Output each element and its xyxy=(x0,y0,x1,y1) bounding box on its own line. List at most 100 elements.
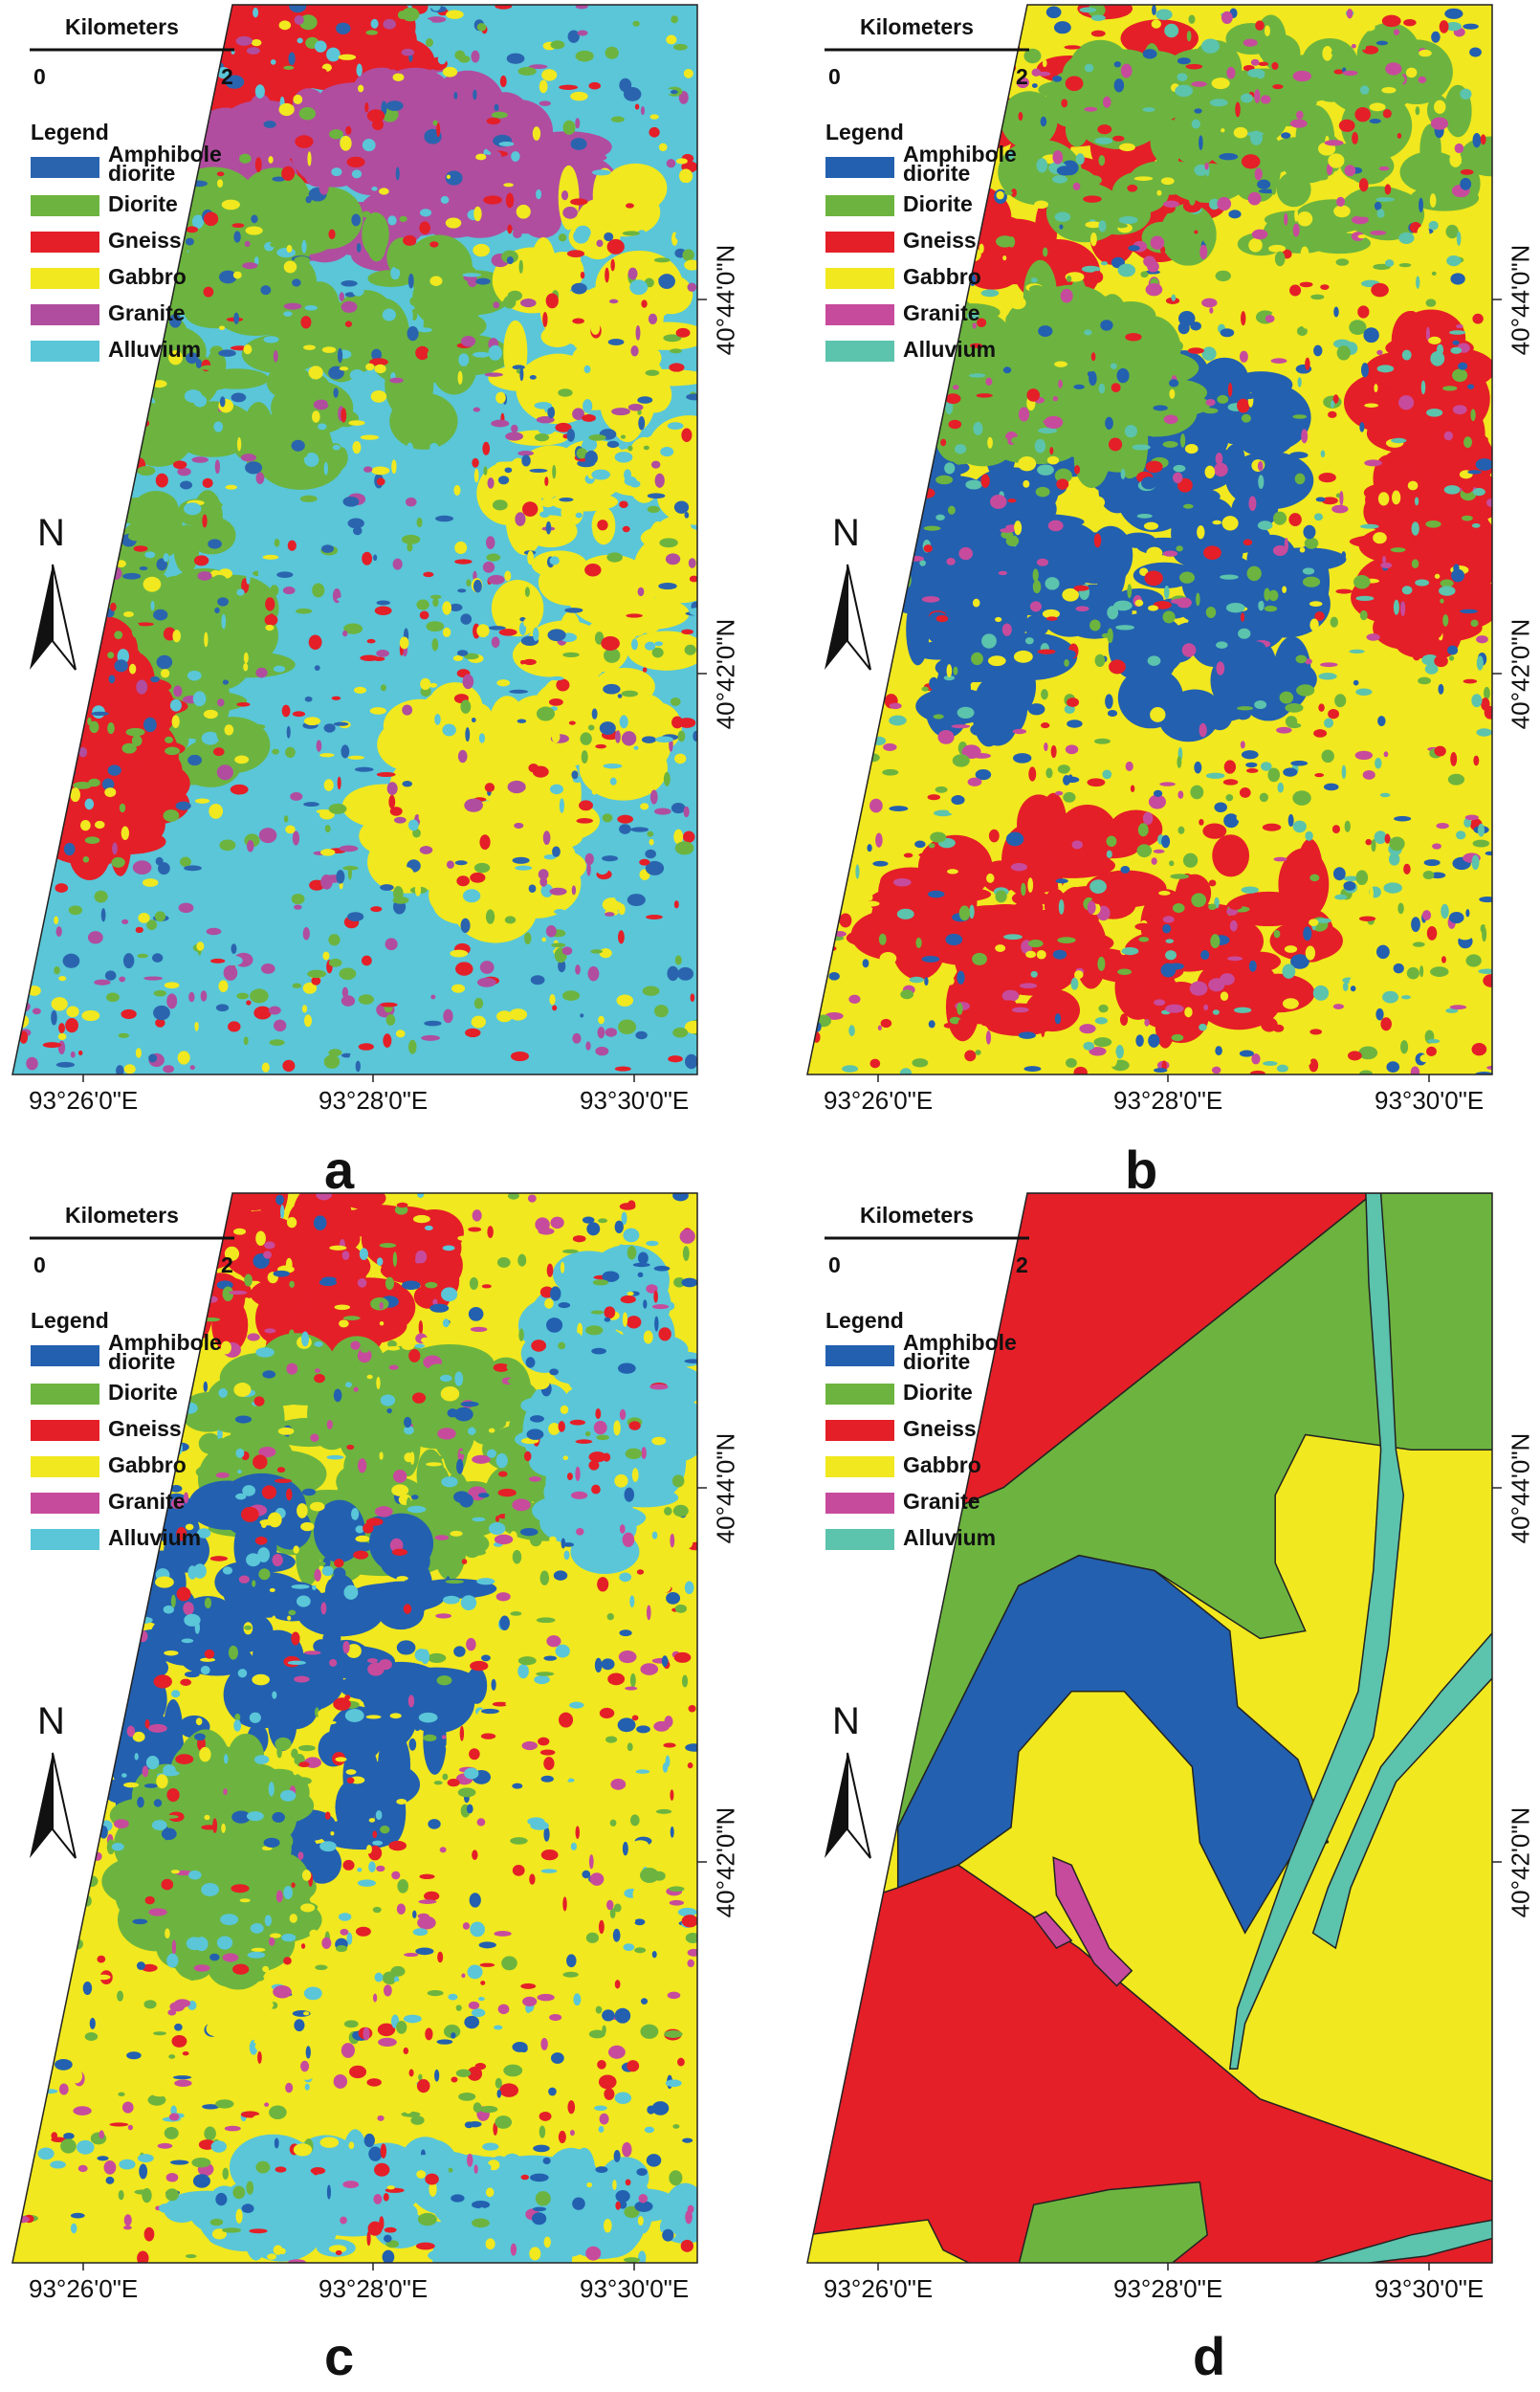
rock-speckle xyxy=(1259,792,1268,803)
rock-speckle xyxy=(507,780,526,794)
rock-speckle xyxy=(675,158,688,165)
rock-speckle xyxy=(274,538,280,547)
rock-speckle xyxy=(1369,887,1374,901)
rock-speckle xyxy=(407,308,413,323)
rock-speckle xyxy=(1345,734,1354,748)
rock-speckle xyxy=(217,179,224,188)
rock-speckle xyxy=(1214,802,1227,812)
rock-speckle xyxy=(1370,230,1387,235)
rock-speckle xyxy=(206,927,222,936)
rock-speckle xyxy=(1027,877,1034,893)
rock-speckle xyxy=(1011,188,1017,198)
rock-speckle xyxy=(566,429,576,442)
rock-patch xyxy=(633,254,654,277)
rock-speckle xyxy=(1012,728,1027,735)
rock-speckle xyxy=(1403,18,1417,27)
rock-speckle xyxy=(1117,649,1127,664)
rock-speckle xyxy=(1016,77,1029,89)
rock-patch xyxy=(988,653,1037,719)
rock-speckle xyxy=(1052,76,1063,82)
rock-speckle xyxy=(498,141,515,146)
rock-speckle xyxy=(290,791,303,801)
rock-speckle xyxy=(385,1276,395,1291)
rock-speckle xyxy=(1316,789,1330,803)
rock-speckle xyxy=(472,351,490,358)
rock-speckle xyxy=(270,242,278,248)
rock-speckle xyxy=(15,282,26,291)
rock-speckle xyxy=(517,719,527,723)
rock-speckle xyxy=(98,60,113,66)
rock-speckle xyxy=(1124,469,1136,479)
rock-speckle xyxy=(1213,914,1223,925)
rock-speckle xyxy=(1179,433,1186,448)
rock-speckle xyxy=(76,379,88,390)
rock-speckle xyxy=(393,260,412,271)
rock-speckle xyxy=(604,2088,615,2100)
rock-speckle xyxy=(1042,609,1060,619)
rock-speckle xyxy=(818,67,828,73)
rock-speckle xyxy=(1159,782,1176,786)
rock-speckle xyxy=(559,497,574,502)
legend-swatch xyxy=(31,341,99,362)
rock-speckle xyxy=(504,916,517,924)
rock-patch xyxy=(1351,188,1425,241)
rock-speckle xyxy=(345,125,352,135)
rock-speckle xyxy=(658,143,668,152)
rock-speckle xyxy=(454,860,468,866)
rock-speckle xyxy=(403,234,417,246)
rock-speckle xyxy=(442,66,458,78)
rock-speckle xyxy=(158,256,178,264)
rock-speckle xyxy=(1331,504,1349,514)
rock-speckle xyxy=(1282,998,1299,1009)
rock-speckle xyxy=(958,905,971,921)
rock-speckle xyxy=(923,544,933,553)
rock-speckle xyxy=(401,48,415,56)
rock-speckle xyxy=(126,447,141,454)
rock-speckle xyxy=(1313,513,1324,521)
rock-speckle xyxy=(1163,414,1178,425)
rock-speckle xyxy=(471,1015,486,1029)
rock-speckle xyxy=(1166,840,1183,853)
rock-speckle xyxy=(1425,520,1441,528)
rock-speckle xyxy=(552,1005,558,1011)
rock-speckle xyxy=(627,334,632,345)
rock-speckle xyxy=(1011,1007,1029,1013)
rock-speckle xyxy=(523,1451,532,1462)
rock-patch xyxy=(68,587,99,612)
rock-speckle xyxy=(1444,22,1462,32)
rock-speckle xyxy=(933,560,941,566)
rock-patch xyxy=(889,55,935,128)
rock-speckle xyxy=(1441,956,1446,963)
rock-speckle xyxy=(84,798,95,810)
rock-speckle xyxy=(430,994,436,1000)
rock-speckle xyxy=(1046,455,1060,465)
rock-speckle xyxy=(216,764,233,781)
rock-speckle xyxy=(1225,794,1234,802)
rock-speckle xyxy=(683,1790,697,1797)
rock-speckle xyxy=(1439,236,1451,251)
rock-speckle xyxy=(518,259,523,274)
rock-speckle xyxy=(1223,760,1237,774)
rock-speckle xyxy=(1339,491,1344,506)
rock-speckle xyxy=(1055,790,1064,796)
rock-speckle xyxy=(12,890,19,896)
rock-speckle xyxy=(195,359,203,369)
rock-speckle xyxy=(1258,475,1265,490)
rock-speckle xyxy=(587,724,595,731)
rock-speckle xyxy=(362,139,376,152)
rock-patch xyxy=(357,298,410,370)
rock-speckle xyxy=(200,1026,206,1032)
rock-speckle xyxy=(1303,926,1312,941)
rock-speckle xyxy=(1342,982,1349,992)
rock-speckle xyxy=(550,40,565,50)
rock-speckle xyxy=(333,1388,342,1403)
rock-speckle xyxy=(411,1392,427,1404)
rock-patch xyxy=(429,1465,452,1536)
rock-speckle xyxy=(509,1008,528,1021)
rock-speckle xyxy=(290,216,298,229)
rock-speckle xyxy=(288,52,296,66)
rock-speckle xyxy=(1020,983,1038,989)
rock-speckle xyxy=(34,680,48,685)
rock-speckle xyxy=(582,1870,591,1879)
rock-speckle xyxy=(67,559,84,570)
